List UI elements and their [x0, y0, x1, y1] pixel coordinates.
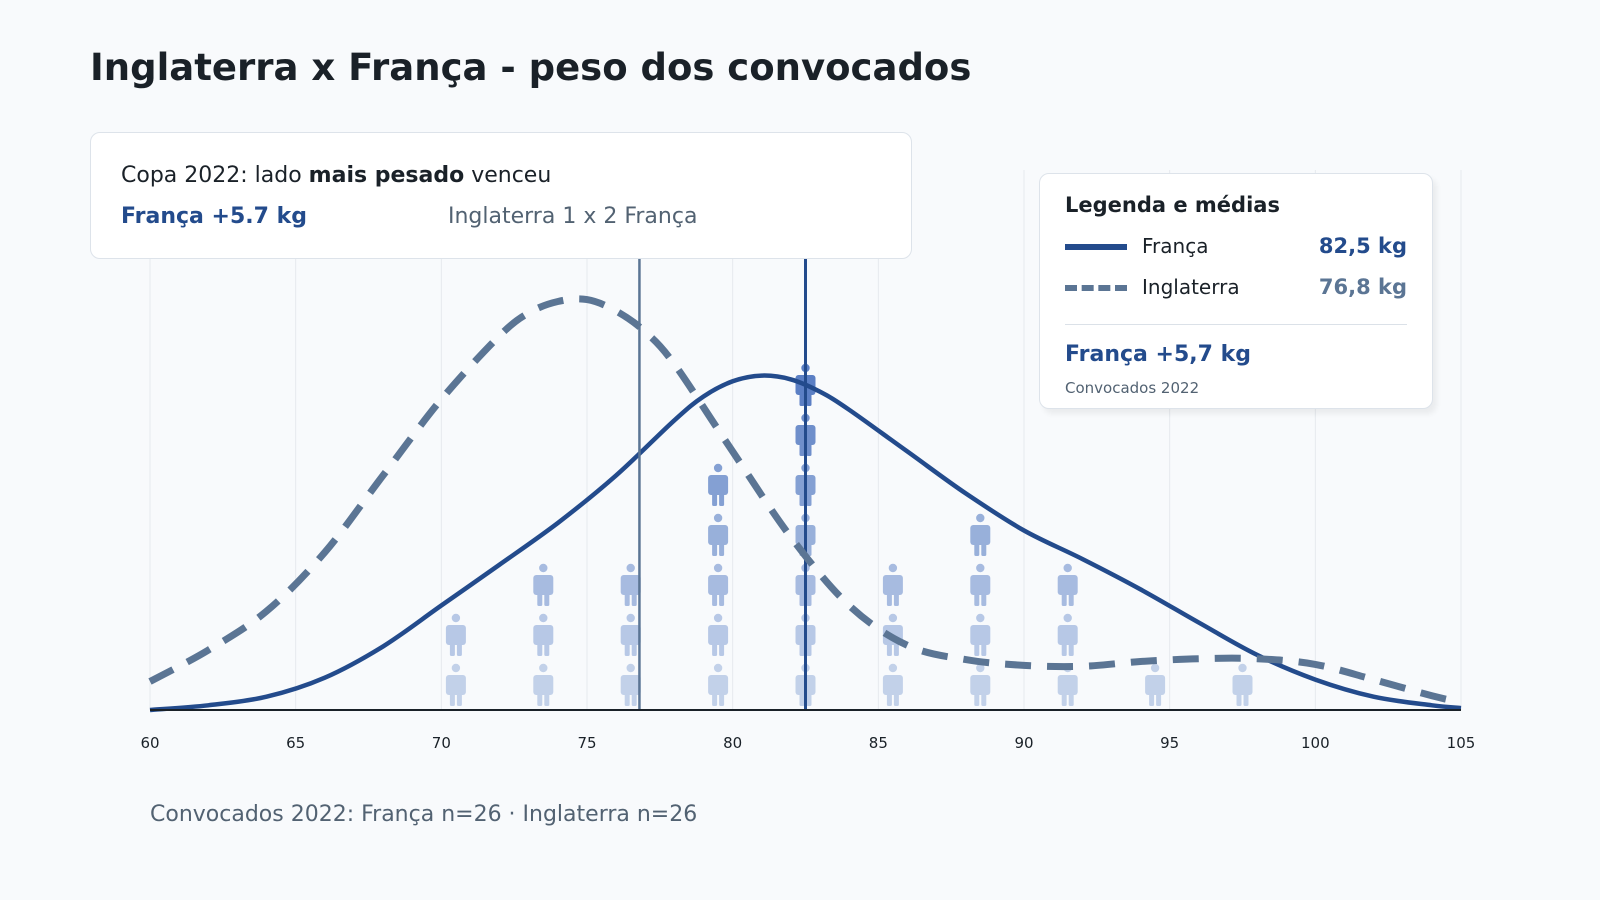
person-icon	[533, 663, 554, 706]
person-icon	[1057, 613, 1078, 656]
x-tick-label: 80	[723, 734, 742, 752]
footer-note: Convocados 2022: França n=26 · Inglaterr…	[150, 802, 698, 827]
person-icon	[620, 663, 641, 706]
x-tick-label: 85	[869, 734, 888, 752]
person-icon	[970, 663, 991, 706]
person-icon	[708, 463, 729, 506]
x-tick-label: 65	[286, 734, 305, 752]
legend-label: França	[1142, 234, 1209, 258]
person-icon	[1057, 563, 1078, 606]
legend-swatch-solid	[1065, 244, 1127, 250]
callout-prefix: Copa 2022: lado	[121, 163, 309, 188]
person-icon	[708, 513, 729, 556]
x-tick-label: 95	[1160, 734, 1179, 752]
legend-item-inglaterra: Inglaterra 76,8 kg	[1065, 275, 1407, 305]
callout-headline: Copa 2022: lado mais pesado venceu	[121, 163, 551, 188]
legend-title: Legenda e médias	[1065, 193, 1280, 217]
callout-suffix: venceu	[464, 163, 552, 188]
person-icon	[882, 563, 903, 606]
legend-label: Inglaterra	[1142, 275, 1240, 299]
person-icon	[1057, 663, 1078, 706]
x-tick-label: 60	[140, 734, 159, 752]
legend-mean-value: 76,8 kg	[1318, 275, 1407, 299]
person-icon	[708, 563, 729, 606]
person-icon	[1232, 663, 1253, 706]
legend-mean-value: 82,5 kg	[1318, 234, 1407, 258]
person-icon	[970, 613, 991, 656]
person-icon	[795, 363, 816, 406]
density-curve-franca	[149, 373, 1462, 713]
person-icon	[970, 563, 991, 606]
person-icon	[533, 613, 554, 656]
callout-difference: França +5.7 kg	[121, 204, 307, 229]
legend-difference: França +5,7 kg	[1065, 342, 1251, 367]
person-icon	[882, 663, 903, 706]
x-tick-label: 100	[1301, 734, 1330, 752]
legend-swatch-dashed	[1065, 285, 1127, 291]
legend-note: Convocados 2022	[1065, 379, 1200, 397]
person-icon	[708, 613, 729, 656]
callout-emphasis: mais pesado	[308, 163, 465, 188]
person-icon	[620, 563, 641, 606]
person-icon	[445, 613, 466, 656]
person-icon	[445, 663, 466, 706]
legend-panel: Legenda e médias França 82,5 kg Inglater…	[1039, 173, 1433, 409]
x-tick-label: 75	[577, 734, 596, 752]
person-icon	[1145, 663, 1166, 706]
legend-divider	[1065, 324, 1407, 325]
x-tick-label: 105	[1447, 734, 1476, 752]
x-tick-label: 90	[1014, 734, 1033, 752]
person-icon	[970, 513, 991, 556]
person-icon	[708, 663, 729, 706]
person-icon	[620, 613, 641, 656]
callout-match-score: Inglaterra 1 x 2 França	[448, 204, 698, 229]
x-tick-label: 70	[432, 734, 451, 752]
legend-item-franca: França 82,5 kg	[1065, 234, 1407, 264]
chart-title: Inglaterra x França - peso dos convocado…	[90, 46, 972, 89]
person-icon	[533, 563, 554, 606]
density-curve-inglaterra	[148, 295, 1462, 706]
insight-callout: Copa 2022: lado mais pesado venceu Franç…	[90, 132, 912, 259]
